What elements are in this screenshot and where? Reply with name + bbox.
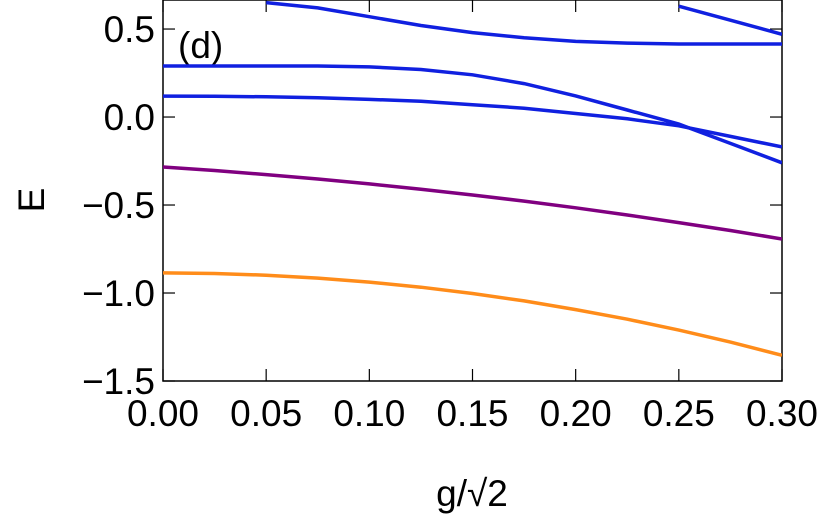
plot-frame — [162, 0, 783, 382]
energy-curve — [163, 271, 782, 357]
y-tick-label: −1.0 — [82, 273, 155, 314]
y-tick-label: 0.5 — [104, 9, 155, 50]
y-tick-label: 0.0 — [104, 97, 155, 138]
energy-curve — [678, 4, 782, 36]
plot-area — [163, 0, 782, 357]
x-axis-label: g/√2 — [436, 473, 508, 514]
energy-curve — [163, 94, 782, 149]
x-tick-label: 0.15 — [436, 393, 508, 434]
x-tick-label: 0.30 — [746, 393, 818, 434]
energy-curve — [163, 64, 782, 165]
x-tick-label: 0.10 — [333, 393, 405, 434]
x-tick-label: 0.25 — [643, 393, 715, 434]
panel-label: (d) — [178, 25, 223, 66]
x-tick-label: 0.05 — [230, 393, 302, 434]
y-axis-label: E — [11, 188, 52, 213]
energy-curve — [163, 165, 782, 241]
x-tick-label: 0.00 — [127, 393, 199, 434]
energy-curve — [266, 0, 782, 46]
y-tick-label: −1.5 — [82, 361, 155, 402]
x-tick-label: 0.20 — [540, 393, 612, 434]
y-tick-label: −0.5 — [82, 185, 155, 226]
